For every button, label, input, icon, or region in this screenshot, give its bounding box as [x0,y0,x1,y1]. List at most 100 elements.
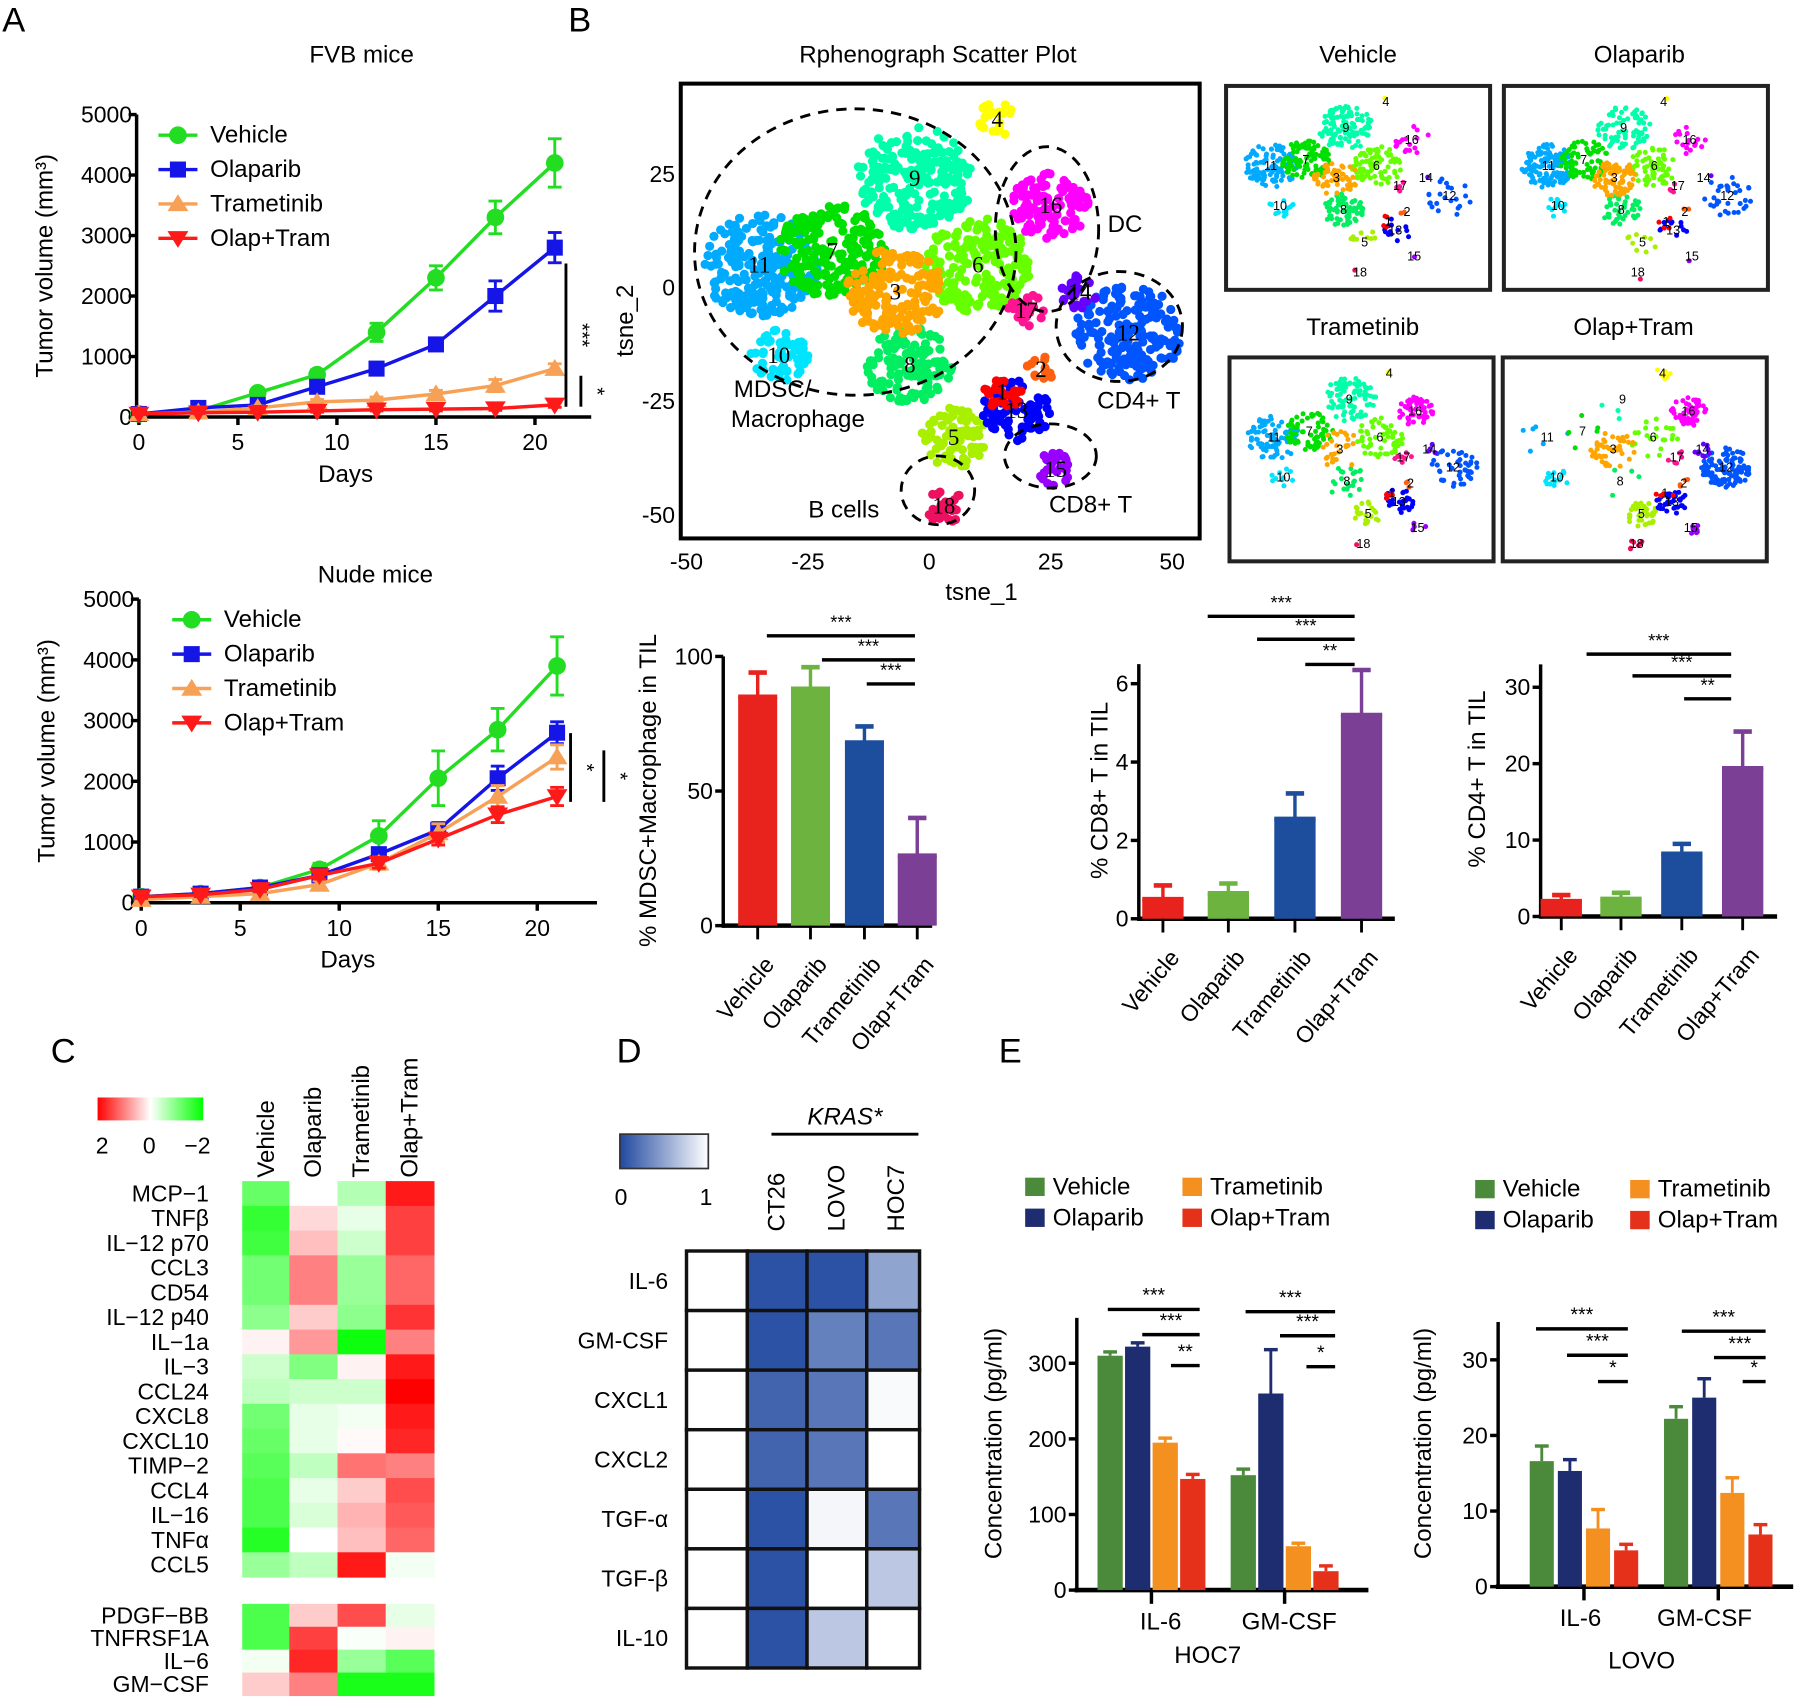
cluster-9-point [947,165,958,175]
heatmap-cell [385,1329,435,1355]
cluster-11-point [1549,143,1555,149]
cluster-9-point [1323,119,1329,125]
cluster-9-point [1357,143,1363,149]
cluster-7-point [1288,419,1294,425]
cluster-label: 10 [1550,471,1564,485]
cluster-6-point [1644,433,1650,439]
cluster-5-point [960,426,970,436]
cluster-9-point [858,188,868,198]
cluster-12-point [1715,478,1722,484]
cluster-6-point [1368,147,1374,153]
cluster-7-point [861,238,871,249]
cluster-label: 17 [1671,179,1685,193]
cluster-8-point [1333,205,1339,211]
cluster-12-point [1450,483,1456,489]
cluster-8-point [1604,204,1610,210]
cluster-11-point [1527,448,1533,454]
cluster-9-point [881,164,891,174]
cluster-2-point [1039,373,1049,383]
heatmap-cell [745,1606,809,1670]
cluster-13-point [1029,401,1039,412]
heatmap-cell [337,1649,387,1674]
cluster-8-point [1606,196,1612,202]
cluster-10-point [1281,483,1287,489]
cluster-5-point [1356,511,1362,517]
cluster-3-point [923,257,934,267]
cluster-12-point [1737,459,1743,465]
cluster-11-point [730,286,741,296]
cluster-17-point [1667,187,1673,193]
cluster-15-point [1053,450,1063,460]
heatmap-cell [805,1427,869,1491]
heatmap-cell [385,1428,435,1454]
cluster-13-point [1674,232,1680,238]
cluster-6-point [1649,145,1655,151]
cluster-6-point [1020,254,1030,264]
cluster-6-point [928,244,938,254]
cluster-16-point [1685,395,1691,401]
cluster-11-point [731,295,741,305]
cluster-label: 12 [1446,461,1460,475]
cell-type-label: B cells [808,496,879,523]
cluster-11-point [1551,171,1557,177]
cluster-11-point [756,265,766,275]
cluster-18-point [1628,545,1634,551]
cluster-14-point [1707,450,1713,456]
x-tick-label: 20 [525,915,551,941]
cluster-label: 18 [1353,265,1367,279]
cluster-3-point [1321,174,1327,180]
cluster-12-point [1733,478,1739,484]
significance-label: *** [1142,1285,1165,1307]
cluster-11-point [1278,177,1284,183]
cluster-12-point [1162,314,1172,324]
legend-label: Olaparib [224,641,315,668]
y-tick-label: 0 [1518,903,1531,929]
cluster-15-point [1690,526,1696,532]
cluster-7-point [1562,156,1568,162]
cluster-16-point [1024,210,1034,220]
cluster-4-point [994,107,1004,117]
cluster-11-point [767,300,777,311]
legend-label: Vehicle [1053,1173,1131,1200]
cluster-13-point [1654,497,1660,503]
series-line-olaparib [138,246,556,416]
cluster-9-point [1367,393,1373,399]
cluster-10-point [782,367,792,377]
cluster-18-point [1631,539,1637,545]
cluster-label: 7 [1579,425,1586,439]
cluster-16-point [1016,213,1027,223]
cluster-7-point [1313,163,1319,169]
y-tick-label: 20 [1505,751,1531,777]
cluster-12-point [1122,306,1132,316]
treatment-scatter-title: Olaparib [1594,42,1685,69]
cluster-9-point [1373,394,1379,400]
cluster-9-point [1326,404,1332,410]
cluster-7-point [1285,165,1291,171]
significance-label: * [575,764,598,772]
column-label: Olap+Tram [396,1058,423,1178]
cluster-7-point [831,204,842,214]
cluster-1-point [1389,492,1395,498]
cluster-11-point [1531,178,1537,184]
row-label: GM−CSF [113,1671,209,1697]
cluster-label: 13 [1388,223,1402,237]
legend-label: Vehicle [210,122,288,149]
y-tick-label: 30 [1462,1347,1488,1373]
data-point [370,827,388,845]
cluster-11-point [1546,163,1552,169]
cluster-11-point [1563,173,1569,179]
bar-vehicle [1540,901,1582,917]
cluster-12-point [1729,174,1735,181]
cluster-3-point [1350,174,1356,180]
bar-vehicle [1097,1355,1123,1591]
cluster-label: 14 [1696,443,1710,457]
heatmap-cell [242,1329,292,1355]
cluster-label: 4 [1382,95,1389,109]
cluster-10-point [781,328,791,339]
cluster-12-point [1703,462,1709,468]
cluster-3-point [1600,453,1606,459]
heatmap-cell [865,1308,922,1372]
significance-label: ** [1323,640,1337,661]
cluster-3-point [1340,164,1346,170]
cell-line-label: LOVO [1608,1648,1675,1675]
